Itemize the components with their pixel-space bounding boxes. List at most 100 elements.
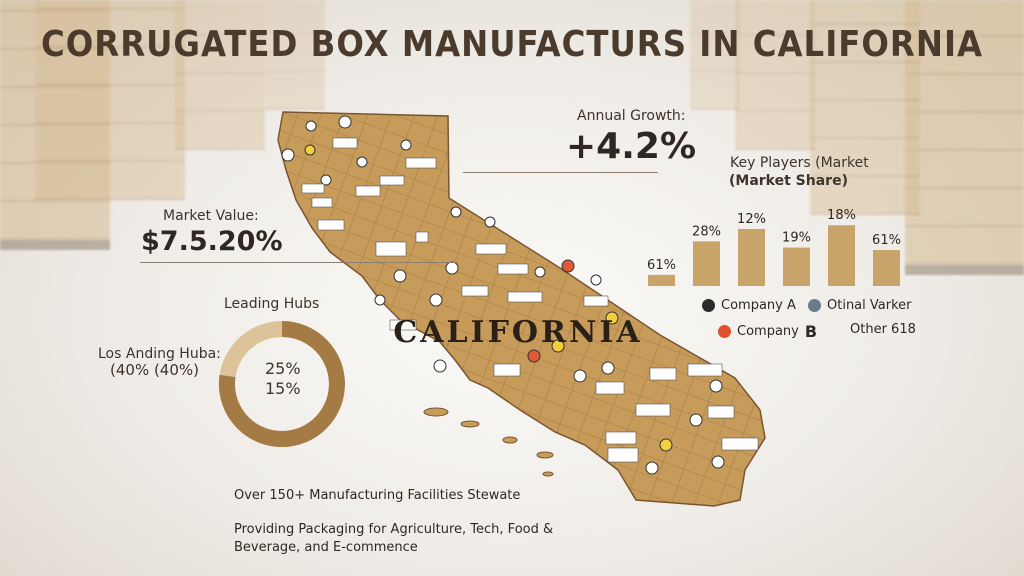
donut-center-value-1: 25%: [265, 359, 301, 378]
bar-1: [693, 241, 720, 286]
map-pin[interactable]: [393, 269, 407, 283]
bar-label-3: 19%: [782, 231, 811, 246]
leading-hubs-donut: [218, 321, 345, 447]
bar-2: [738, 228, 765, 286]
map-pin[interactable]: [659, 438, 673, 452]
company-tag[interactable]: [461, 285, 489, 297]
company-tag[interactable]: [332, 137, 358, 149]
island-4: [536, 451, 554, 459]
company-tag[interactable]: [635, 403, 671, 417]
map-pin[interactable]: [484, 216, 496, 228]
map-pin[interactable]: [573, 369, 587, 383]
legend-other: Other 618: [850, 322, 916, 337]
company-tag[interactable]: [375, 241, 407, 257]
pallet-left: [0, 240, 110, 250]
pallet-right: [905, 265, 1024, 275]
island-3: [502, 436, 518, 444]
map-pin[interactable]: [605, 311, 619, 325]
legend-otinal-varker-label: Otinal Varker: [827, 298, 912, 313]
company-b-icon: [718, 325, 731, 338]
box-stack-left-4: [265, 0, 325, 110]
market-value-rule: [140, 262, 458, 263]
map-pin[interactable]: [320, 174, 332, 186]
key-players-bar-chart: 61% 28% 12% 19% 18% 61%: [647, 208, 901, 286]
island-5: [542, 471, 554, 477]
map-pin[interactable]: [551, 339, 565, 353]
bar-label-2: 12%: [737, 212, 766, 227]
company-tag[interactable]: [355, 185, 381, 197]
map-pin[interactable]: [356, 156, 368, 168]
island-2: [460, 420, 480, 428]
box-stack-left-1: [0, 0, 110, 240]
bar-3: [783, 247, 810, 286]
page-title: CORRUGATED BOX MANUFACTURS IN CALIFORNIA: [40, 24, 984, 65]
map-pin[interactable]: [709, 379, 723, 393]
legend-other-label: Other 618: [850, 322, 916, 337]
bar-0: [648, 274, 675, 286]
bar-4: [828, 225, 855, 286]
map-pin[interactable]: [561, 259, 575, 273]
company-tags: [301, 137, 759, 463]
map-state-label: CALIFORNIA: [393, 315, 642, 350]
market-value-value: $7.5.20%: [141, 226, 283, 257]
footer-line-1: Over 150+ Manufacturing Facilities Stewa…: [234, 488, 521, 503]
map-pin[interactable]: [645, 461, 659, 475]
company-tag[interactable]: [721, 437, 759, 451]
map-pin[interactable]: [338, 115, 352, 129]
bar-label-4: 18%: [827, 208, 856, 223]
map-pin[interactable]: [400, 139, 412, 151]
donut-segment-major: [218, 321, 345, 447]
box-stack-right-3: [735, 0, 815, 150]
map-pin[interactable]: [689, 413, 703, 427]
company-tag[interactable]: [583, 295, 609, 307]
company-tag[interactable]: [507, 291, 543, 303]
company-tag[interactable]: [317, 219, 345, 231]
company-tag[interactable]: [415, 231, 429, 243]
company-tag[interactable]: [649, 367, 677, 381]
donut-center-value-2: 15%: [265, 379, 301, 398]
box-stack-right-2: [810, 0, 920, 215]
map-pin[interactable]: [445, 261, 459, 275]
map-pin[interactable]: [304, 144, 316, 156]
map-pin[interactable]: [433, 359, 447, 373]
company-tag[interactable]: [497, 263, 529, 275]
key-players-title-line2: (Market Share): [729, 173, 848, 189]
company-tag[interactable]: [301, 183, 325, 194]
company-tag[interactable]: [687, 363, 723, 377]
company-tag[interactable]: [595, 381, 625, 395]
company-tag[interactable]: [707, 405, 735, 419]
map-pin[interactable]: [534, 266, 546, 278]
channel-islands: [423, 407, 554, 477]
map-pin[interactable]: [305, 120, 317, 132]
map-pin[interactable]: [374, 294, 386, 306]
annual-growth-rule: [463, 172, 658, 173]
company-tag[interactable]: [311, 197, 333, 208]
bar-label-5: 61%: [872, 233, 901, 248]
company-tag[interactable]: [405, 157, 437, 169]
box-stack-right-1: [905, 0, 1024, 265]
map-pin[interactable]: [590, 274, 602, 286]
company-tag[interactable]: [475, 243, 507, 255]
company-a-icon: [702, 299, 715, 312]
map-pin[interactable]: [429, 293, 443, 307]
footer-line-2: Providing Packaging for Agriculture, Tec…: [234, 522, 554, 537]
bar-5: [873, 250, 900, 286]
company-tag[interactable]: [607, 447, 639, 463]
company-tag[interactable]: [379, 175, 405, 186]
island-1: [423, 407, 449, 417]
map-pin[interactable]: [527, 349, 541, 363]
legend-company-b-mark: B: [804, 322, 818, 341]
box-stack-left-2: [35, 0, 185, 200]
map-pin[interactable]: [601, 361, 615, 375]
box-stack-left-3: [175, 0, 265, 150]
map-pin[interactable]: [281, 148, 295, 162]
hub-label-line1: Los Anding Huba:: [98, 346, 221, 362]
company-tag[interactable]: [605, 431, 637, 445]
company-tag[interactable]: [493, 363, 521, 377]
map-pin[interactable]: [711, 455, 725, 469]
company-tag[interactable]: [389, 319, 417, 331]
key-players-title-line1: Key Players (Market: [730, 155, 869, 171]
map-pin[interactable]: [450, 206, 462, 218]
